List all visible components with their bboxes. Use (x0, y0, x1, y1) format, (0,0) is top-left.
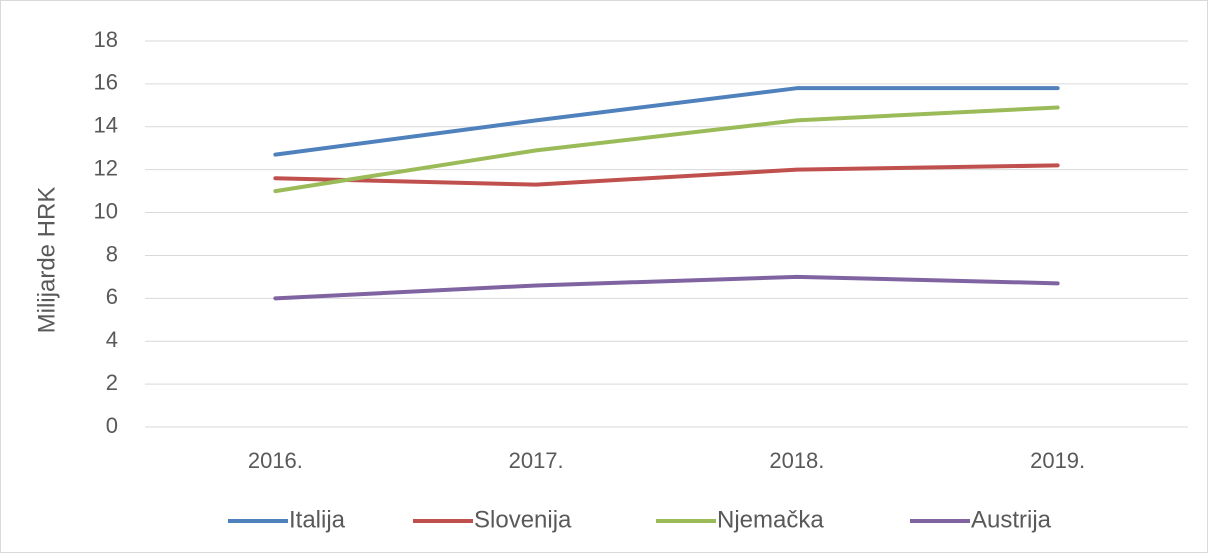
series-line (273, 274, 1060, 301)
series-line (273, 86, 1060, 157)
x-tick-label: 2018. (769, 448, 824, 473)
x-tick-label: 2016. (248, 448, 303, 473)
y-tick-label: 4 (106, 327, 118, 352)
legend-label: Slovenija (474, 506, 572, 533)
y-tick-label: 6 (106, 284, 118, 309)
y-tick-label: 10 (94, 198, 118, 223)
y-tick-label: 12 (94, 155, 118, 180)
y-axis-label: Milijarde HRK (33, 187, 60, 334)
y-tick-label: 14 (94, 113, 118, 138)
y-tick-label: 18 (94, 27, 118, 52)
x-tick-label: 2019. (1030, 448, 1085, 473)
y-tick-label: 2 (106, 370, 118, 395)
series-line (273, 163, 1060, 187)
x-tick-label: 2017. (509, 448, 564, 473)
y-tick-label: 0 (106, 413, 118, 438)
legend-label: Austrija (971, 506, 1052, 533)
legend-label: Italija (289, 506, 346, 533)
y-tick-label: 16 (94, 70, 118, 95)
legend-label: Njemačka (717, 506, 824, 533)
series-line (273, 105, 1060, 194)
y-tick-label: 8 (106, 241, 118, 266)
